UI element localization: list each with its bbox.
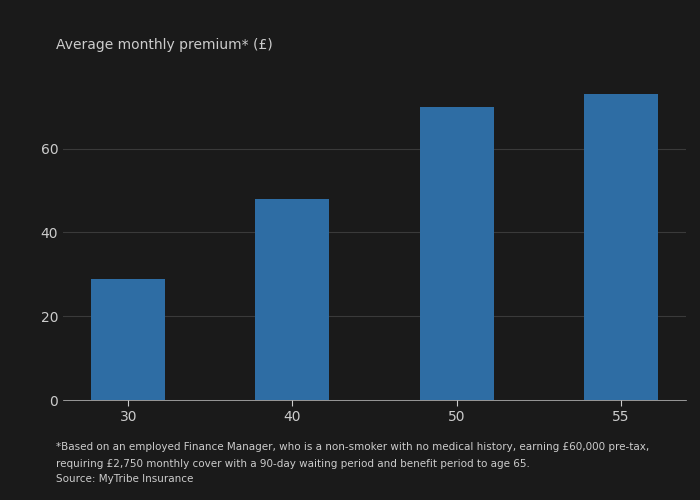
Text: Source: MyTribe Insurance: Source: MyTribe Insurance bbox=[56, 474, 193, 484]
Text: *Based on an employed Finance Manager, who is a non-smoker with no medical histo: *Based on an employed Finance Manager, w… bbox=[56, 442, 650, 452]
Bar bbox=[419, 107, 494, 400]
Bar bbox=[91, 278, 165, 400]
Text: requiring £2,750 monthly cover with a 90-day waiting period and benefit period t: requiring £2,750 monthly cover with a 90… bbox=[56, 459, 530, 469]
Text: Average monthly premium* (£): Average monthly premium* (£) bbox=[56, 38, 273, 52]
Bar bbox=[256, 199, 330, 400]
Bar bbox=[584, 94, 658, 400]
